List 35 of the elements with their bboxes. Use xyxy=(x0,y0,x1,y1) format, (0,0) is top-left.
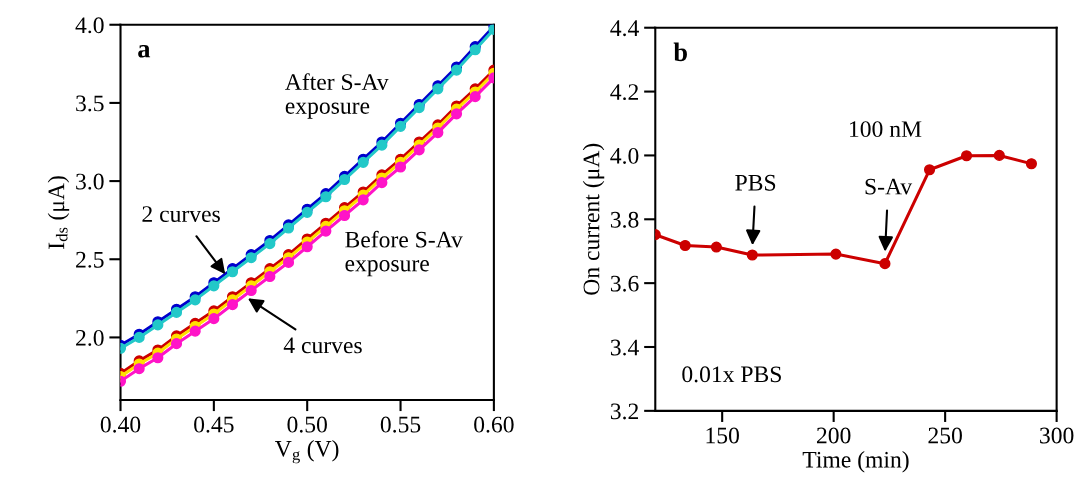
x-tick-label: 150 xyxy=(706,427,739,444)
x-tick-label: 200 xyxy=(816,427,851,444)
y-tick-label: 4.4 xyxy=(610,20,639,37)
y-tick-label: 2.5 xyxy=(76,251,104,268)
annotation: 100 nM xyxy=(850,121,922,138)
y-tick-label: 3.6 xyxy=(610,275,639,292)
x-axis-title: Time (min) xyxy=(802,451,909,473)
annotation: PBS xyxy=(735,174,776,191)
annotation: 2 curves xyxy=(142,206,220,223)
x-tick-label: 0.50 xyxy=(287,416,327,433)
y-tick-label: 3.8 xyxy=(610,211,639,228)
annotation: After S-Av exposure xyxy=(285,73,389,119)
annotation: 0.01x PBS xyxy=(682,366,781,383)
y-tick-label: 3.2 xyxy=(610,403,639,420)
y-tick-label: 4.0 xyxy=(610,147,639,164)
y-axis-title: I$_{ds}$ (μA) xyxy=(47,176,70,249)
x-tick-label: 0.60 xyxy=(474,416,514,433)
y-tick-label: 2.0 xyxy=(76,329,104,346)
x-tick-label: 0.45 xyxy=(194,416,234,433)
y-tick-label: 3.4 xyxy=(610,339,639,356)
x-axis-title: V$_{g}$ (V) xyxy=(275,440,339,464)
y-tick-label: 4.2 xyxy=(610,84,639,101)
x-tick-label: 0.55 xyxy=(380,416,421,433)
x-tick-label: 0.40 xyxy=(100,416,141,433)
text: a xyxy=(138,44,151,58)
x-tick-label: 300 xyxy=(1040,427,1074,444)
x-tick-label: 250 xyxy=(928,427,962,444)
annotation: Before S-Av exposure xyxy=(345,230,463,277)
annotation: S-Av xyxy=(865,178,913,195)
y-axis-title: On current (μA) xyxy=(582,143,605,295)
annotation: 4 curves xyxy=(283,337,362,354)
y-tick-label: 4.0 xyxy=(75,17,104,34)
y-tick-label: 3.5 xyxy=(76,95,104,112)
y-tick-label: 3.0 xyxy=(76,173,104,190)
chart-title: b xyxy=(673,42,687,62)
